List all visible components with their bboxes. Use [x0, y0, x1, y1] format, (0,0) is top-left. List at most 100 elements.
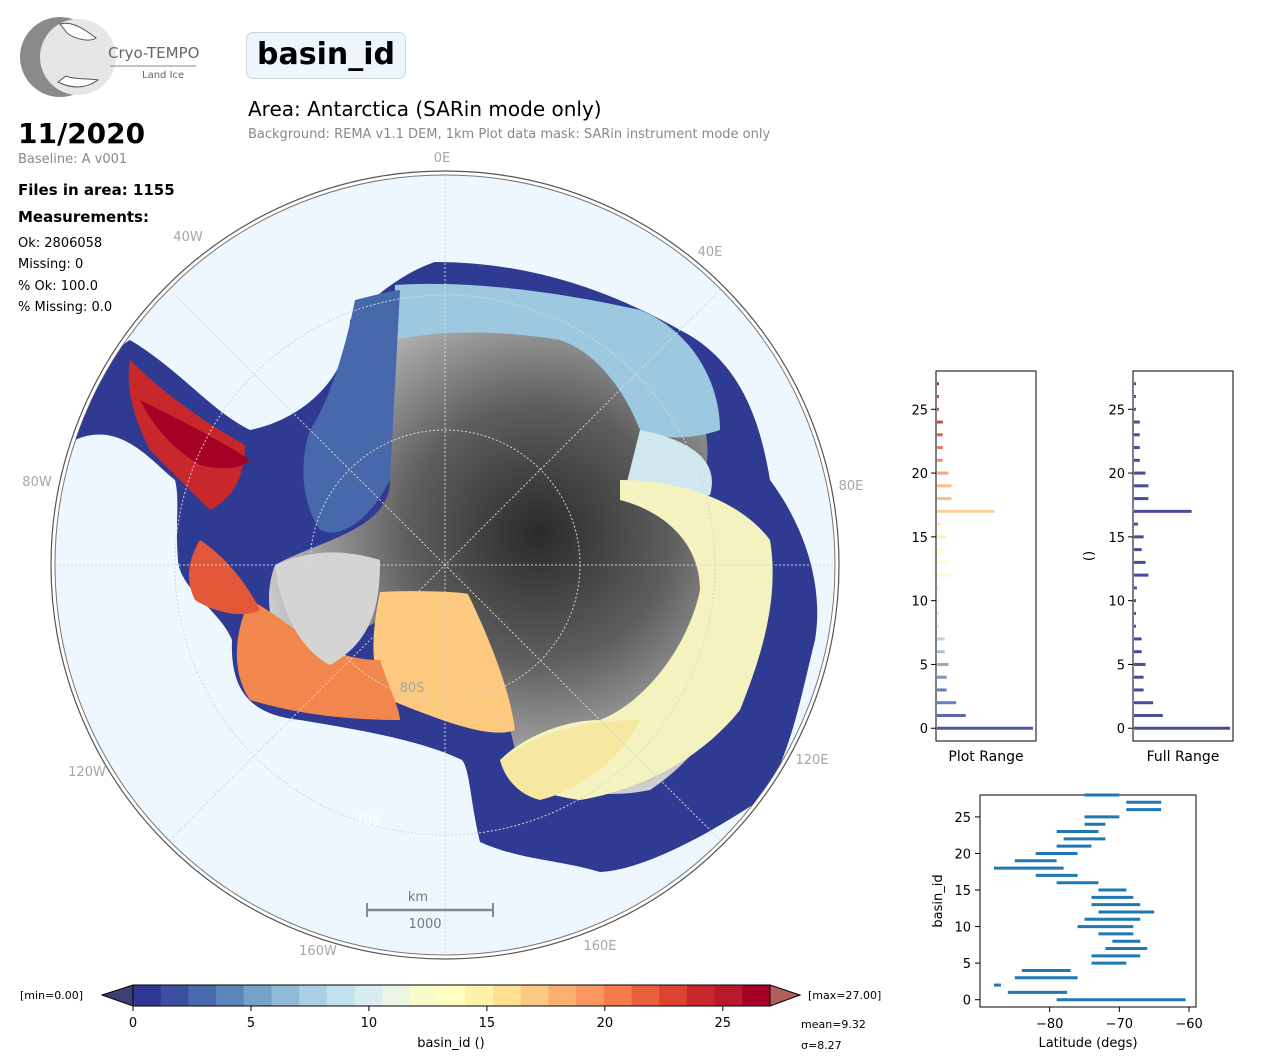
percent-ok: % Ok: 100.0: [18, 279, 98, 294]
hist-bar: [1134, 535, 1144, 539]
hist-bar: [937, 471, 949, 475]
latitude-range-chart: −80 −70 −60 0 5 10 15 20 25 Latitude (degs) basin_…: [931, 793, 1203, 1051]
colorbar-swatch: [243, 985, 272, 1006]
colorbar-swatch: [133, 985, 162, 1006]
colorbar-max-extension: [769, 984, 802, 1007]
hist-bar: [1134, 688, 1144, 692]
logo: Cryo-TEMPO Land Ice: [20, 17, 199, 97]
measurements-label: Measurements:: [18, 208, 149, 226]
hist-ytick-label: 25: [1108, 403, 1125, 418]
range-ytick-label: 25: [954, 811, 971, 826]
colorbar-swatch: [548, 985, 577, 1006]
histogram-plot-range: 0 5 10 15 20 25 Plot Range: [911, 370, 1037, 765]
hist-bar: [1134, 407, 1136, 411]
hist-ytick-label: 20: [911, 467, 928, 482]
colorbar-swatch: [354, 985, 383, 1006]
hist-bar: [1134, 713, 1163, 717]
hist-bar: [937, 497, 952, 501]
hist-bar: [1134, 726, 1230, 730]
graticule: [55, 175, 835, 955]
logo-ice-1: [59, 22, 97, 41]
colorbar-swatch: [188, 985, 217, 1006]
hist-bar: [1134, 420, 1140, 424]
range-ytick-label: 15: [954, 884, 971, 899]
hist-bar: [1134, 433, 1140, 437]
colorbar-min-label: [min=0.00]: [20, 989, 83, 1002]
colorbar-swatch: [382, 985, 411, 1006]
colorbar-swatch: [742, 985, 771, 1006]
hist-bar: [937, 701, 957, 705]
lon-label-120e: 120E: [795, 753, 828, 768]
lon-label-40e: 40E: [698, 245, 723, 260]
lon-label-40w: 40W: [173, 230, 203, 245]
hist-ytick-label: 0: [920, 722, 928, 737]
hist-bar: [937, 420, 943, 424]
hist-bar: [1134, 471, 1146, 475]
range-ytick-label: 0: [963, 994, 971, 1009]
hist-bar: [1134, 509, 1192, 513]
baseline: Baseline: A v001: [18, 152, 128, 167]
hist-bar: [937, 407, 939, 411]
hist-ytick-label: 10: [911, 595, 928, 610]
basin-orange-red: [236, 600, 400, 720]
hist-ytick-label: 15: [1108, 531, 1125, 546]
colorbar-swatch: [326, 985, 356, 1006]
histogram-full-range: 0 5 10 15 20 25 Full Range (): [1082, 370, 1234, 765]
colorbar-swatch: [271, 985, 300, 1006]
colorbar-swatch: [437, 985, 466, 1006]
hist-bar: [1134, 446, 1140, 450]
antarctica-map: 0E 40E 80E 120E 160E 160W 120W 80W 40W 8…: [22, 151, 863, 960]
hist-bar: [1134, 586, 1137, 590]
hist-bar: [937, 688, 947, 692]
hist-bar: [937, 573, 952, 577]
hist-bar: [1134, 573, 1149, 577]
hist-bar: [937, 458, 943, 462]
colorbar-swatches: [133, 985, 771, 1006]
range-xtick-label: −60: [1175, 1017, 1202, 1032]
logo-name: Cryo-TEMPO: [108, 44, 199, 62]
lon-label-0e: 0E: [434, 151, 451, 166]
hist-bar: [937, 509, 995, 513]
files-in-area: Files in area: 1155: [18, 181, 175, 199]
colorbar-swatch: [603, 985, 633, 1006]
logo-ice-2: [57, 75, 100, 88]
hist-bar: [937, 713, 966, 717]
date-title: 11/2020: [18, 117, 146, 150]
lat-label-80s: 80S: [400, 681, 425, 696]
hist-bar: [937, 650, 945, 654]
hist-bar: [937, 484, 952, 488]
side-charts: 0 5 10 15 20 25 Plot Range 0 5 10 15 20 25 Full Rang…: [911, 370, 1234, 1051]
colorbar-frame: [132, 984, 771, 1007]
hist-ytick-label: 5: [920, 658, 928, 673]
colorbar-tick-label: 5: [247, 1016, 255, 1031]
colorbar-tick-label: 10: [361, 1016, 378, 1031]
hist-bar: [1134, 611, 1136, 615]
colorbar-swatch: [631, 985, 660, 1006]
hist-ytick-label: 5: [1117, 658, 1125, 673]
lon-label-160w: 160W: [299, 944, 337, 959]
hist-bar: [1134, 599, 1136, 603]
colorbar-tick-label: 15: [479, 1016, 496, 1031]
hist-bar: [1134, 675, 1144, 679]
hist-bar: [937, 382, 939, 386]
lon-label-160e: 160E: [583, 939, 616, 954]
hist-bar: [937, 433, 943, 437]
hist-bar: [1134, 662, 1146, 666]
range-frame: [979, 794, 1197, 1008]
hist-bar: [1134, 560, 1146, 564]
hist-bar: [1134, 458, 1140, 462]
basin-light-blue: [395, 283, 720, 438]
range-xtick-label: −80: [1036, 1017, 1063, 1032]
hist-bar: [937, 675, 947, 679]
hist-bar: [937, 662, 949, 666]
colorbar-max-label: [max=27.00]: [808, 989, 881, 1002]
hist-xlabel: Plot Range: [948, 749, 1023, 765]
logo-sub: Land Ice: [142, 70, 184, 81]
range-ylabel: basin_id: [931, 874, 946, 927]
hist-bar: [937, 395, 939, 399]
basin-orange: [373, 591, 515, 733]
hist-bar: [1134, 637, 1142, 641]
subtitle: Background: REMA v1.1 DEM, 1km Plot data…: [248, 127, 771, 142]
hist-ylabel: (): [1082, 551, 1097, 561]
colorbar-tick-label: 0: [129, 1016, 137, 1031]
